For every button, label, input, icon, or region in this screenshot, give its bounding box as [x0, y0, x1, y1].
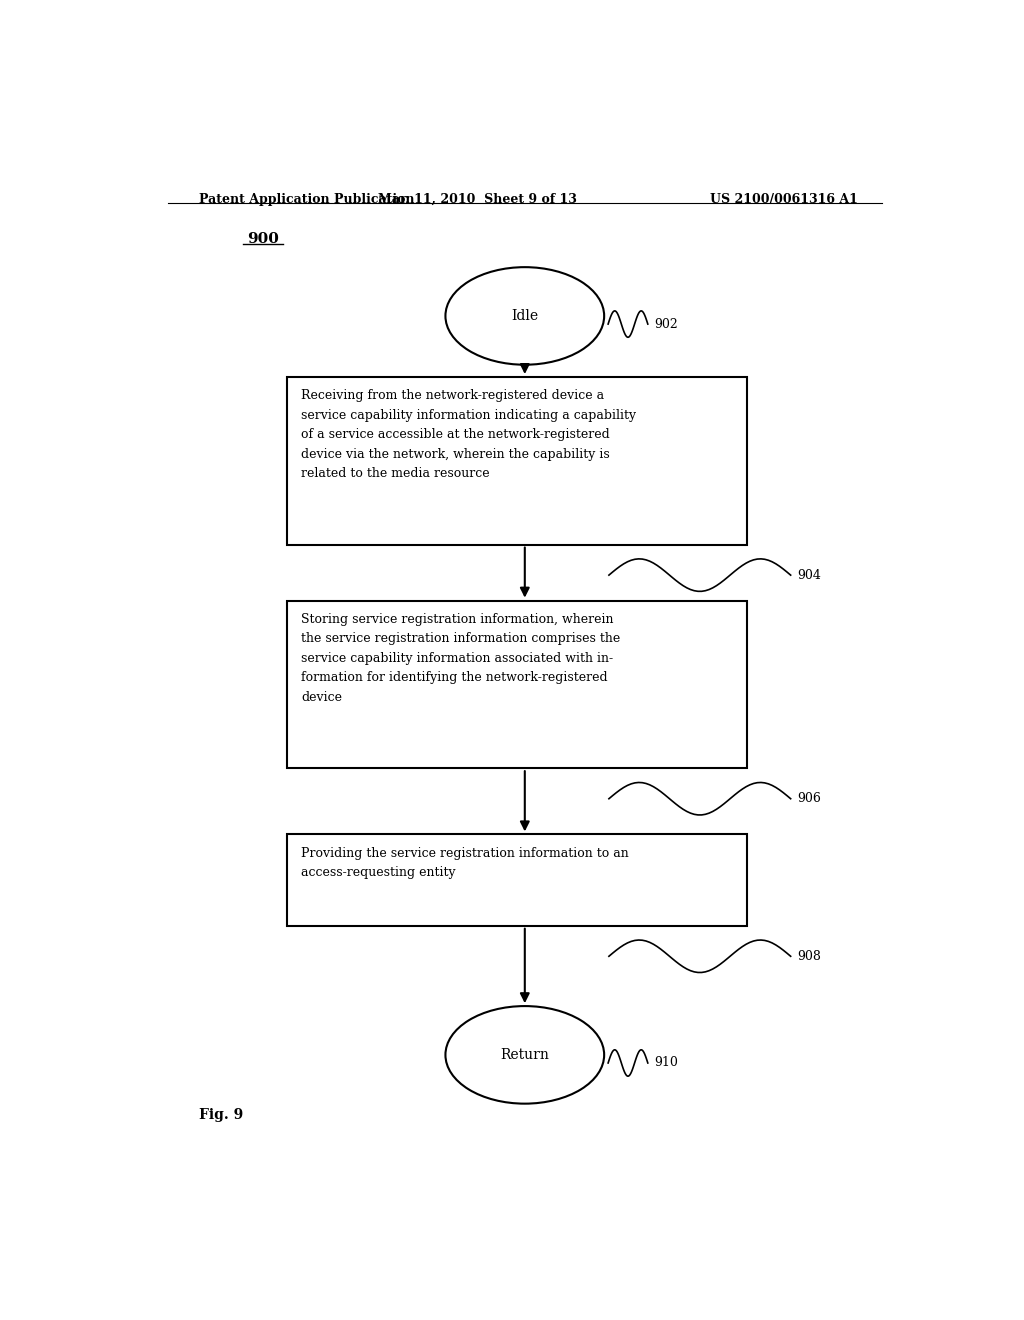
Text: 906: 906 — [797, 792, 821, 805]
Text: Storing service registration information, wherein
the service registration infor: Storing service registration information… — [301, 612, 621, 704]
Text: Receiving from the network-registered device a
service capability information in: Receiving from the network-registered de… — [301, 389, 636, 480]
Text: 904: 904 — [797, 569, 821, 582]
Text: Idle: Idle — [511, 309, 539, 323]
Text: Providing the service registration information to an
access-requesting entity: Providing the service registration infor… — [301, 846, 629, 879]
Text: 910: 910 — [654, 1056, 678, 1069]
Text: Fig. 9: Fig. 9 — [200, 1107, 244, 1122]
Text: 908: 908 — [797, 950, 821, 962]
Text: Patent Application Publication: Patent Application Publication — [200, 193, 415, 206]
Text: 902: 902 — [654, 318, 678, 330]
Text: 900: 900 — [247, 231, 279, 246]
Text: Mar. 11, 2010  Sheet 9 of 13: Mar. 11, 2010 Sheet 9 of 13 — [378, 193, 577, 206]
Text: US 2100/0061316 A1: US 2100/0061316 A1 — [711, 193, 858, 206]
Text: Return: Return — [501, 1048, 549, 1061]
